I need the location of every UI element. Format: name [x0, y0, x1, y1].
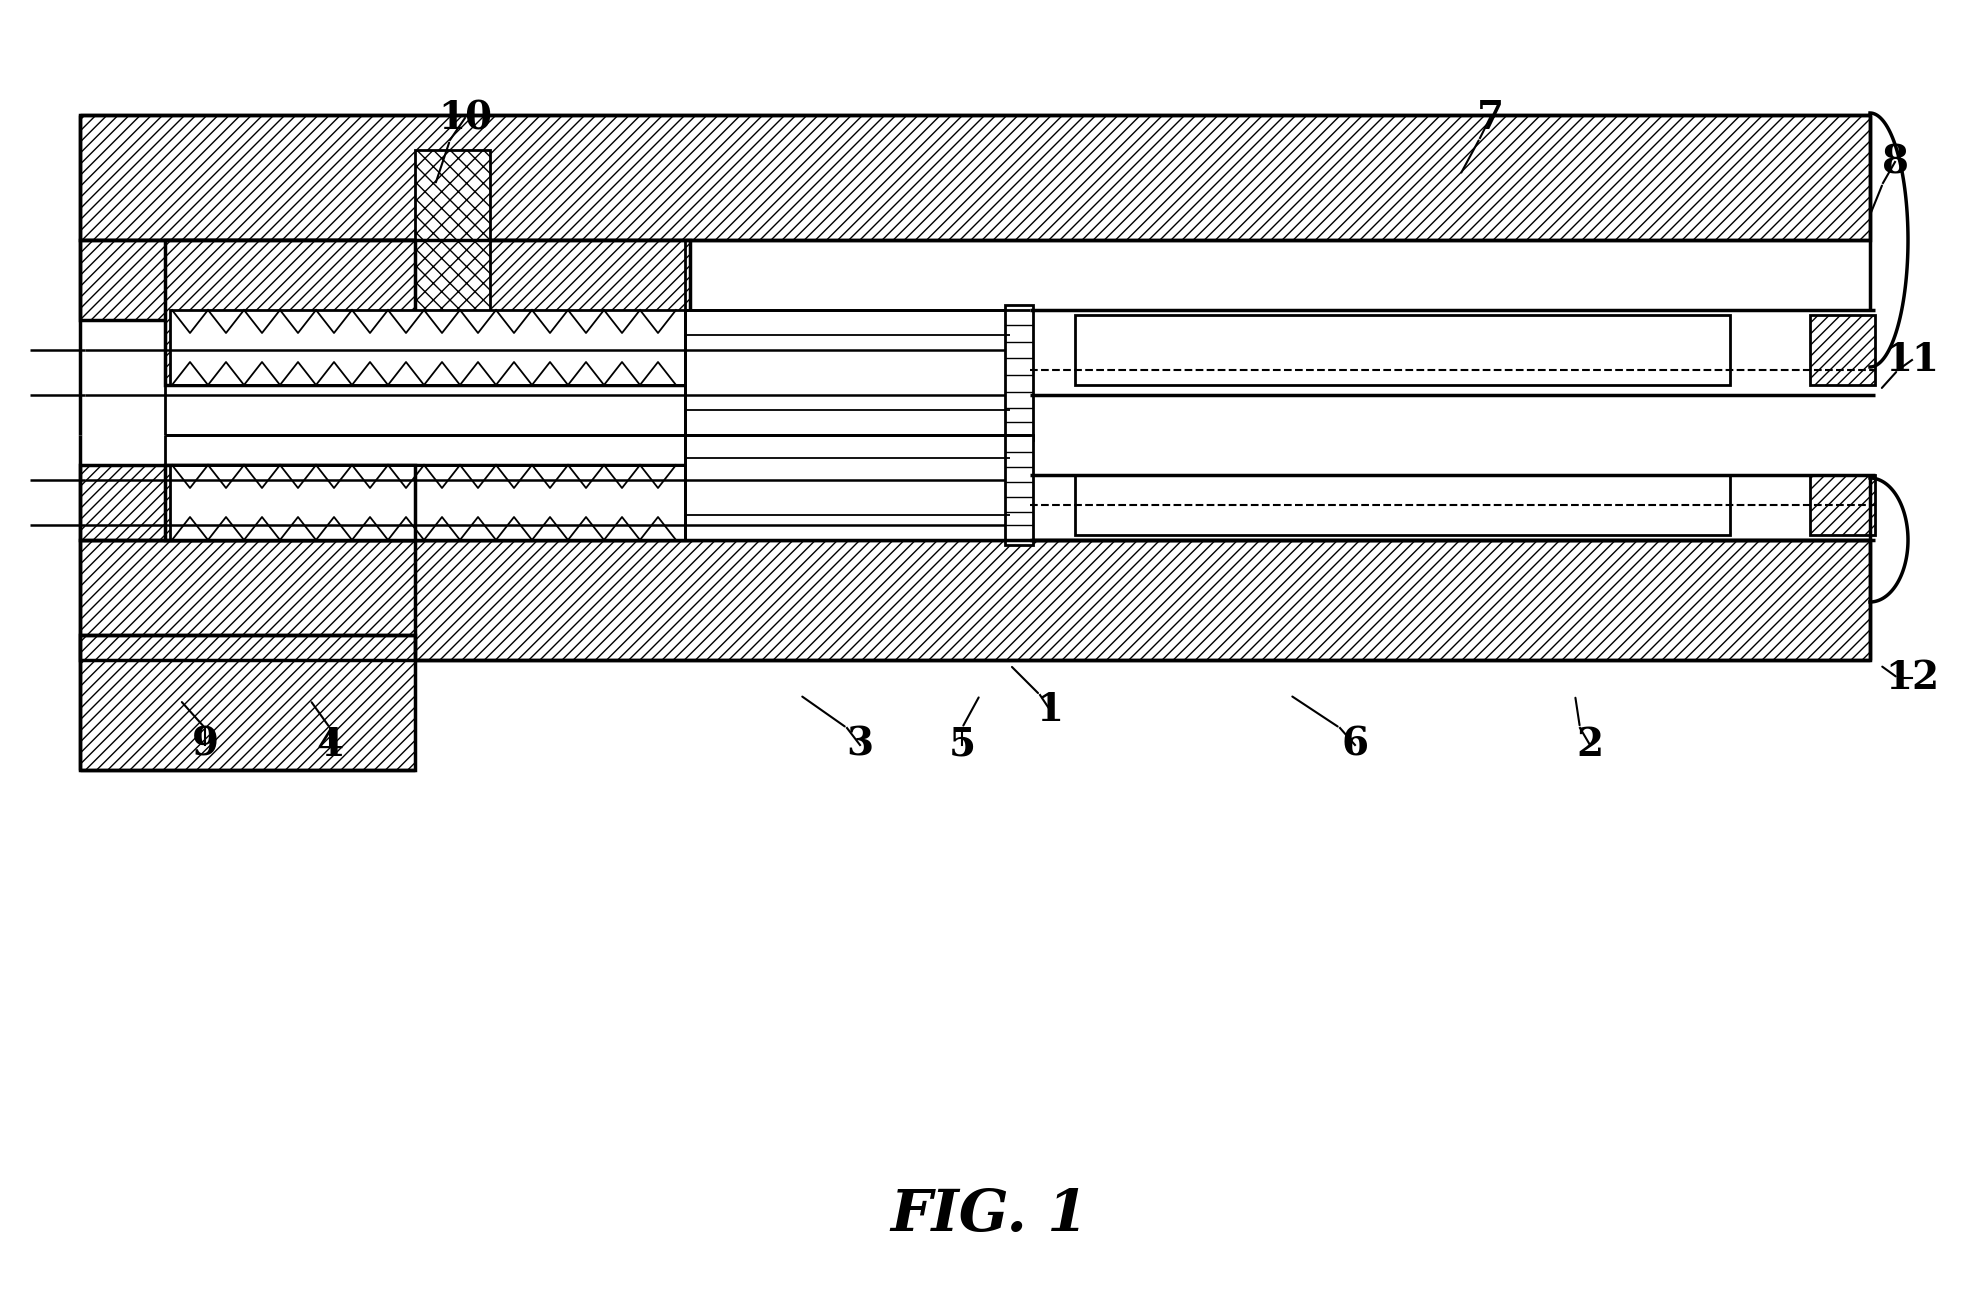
Bar [79, 540, 1870, 660]
Bar [1005, 435, 1033, 545]
Bar [164, 240, 691, 385]
Text: 12: 12 [1884, 660, 1939, 696]
Bar [1811, 315, 1874, 385]
Bar [1075, 474, 1730, 535]
Text: FIG. 1: FIG. 1 [891, 1187, 1088, 1243]
Text: 11: 11 [1886, 342, 1939, 378]
Text: 7: 7 [1476, 99, 1504, 137]
Bar [79, 465, 416, 540]
Bar [79, 635, 416, 770]
Text: 8: 8 [1882, 143, 1908, 181]
Text: 5: 5 [948, 727, 976, 763]
Bar [79, 116, 1870, 240]
Bar [170, 465, 691, 540]
Text: 4: 4 [317, 727, 344, 763]
Text: 3: 3 [847, 727, 873, 763]
Bar [1075, 315, 1730, 385]
Bar [1005, 305, 1033, 440]
Text: 10: 10 [437, 99, 493, 137]
Text: 6: 6 [1342, 727, 1369, 763]
Text: 9: 9 [192, 727, 218, 763]
Bar [79, 240, 416, 321]
Text: 1: 1 [1037, 691, 1063, 729]
Bar [416, 150, 491, 385]
Bar [164, 465, 691, 540]
Bar [170, 310, 691, 385]
Text: 2: 2 [1577, 727, 1603, 763]
Bar [685, 435, 1009, 540]
Bar [685, 310, 1009, 435]
Bar [1811, 474, 1874, 535]
